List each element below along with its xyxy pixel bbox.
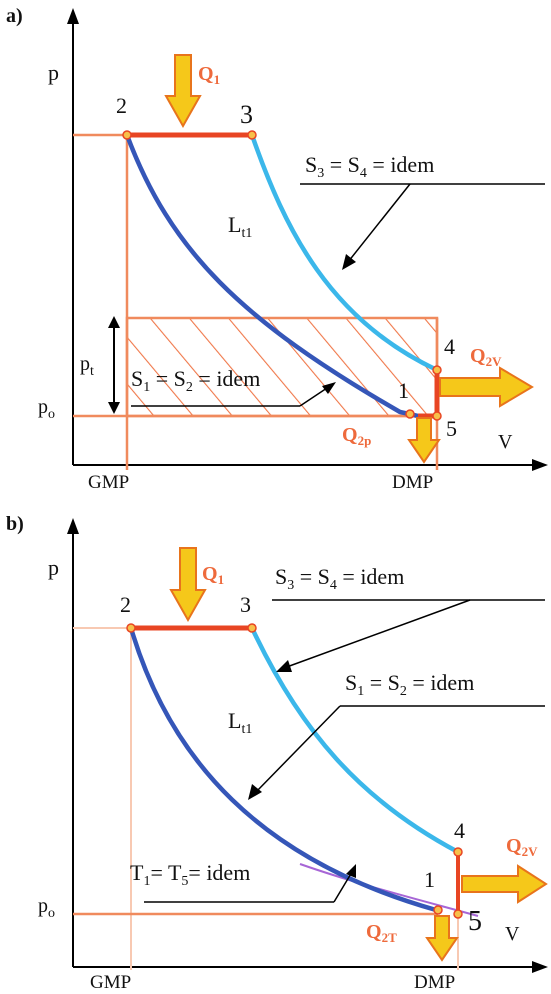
t15-pointer-arrow-icon [346,864,356,878]
s34-pointer [347,183,411,263]
gmp-label: GMP [88,472,129,493]
q1-heat-arrow-icon [169,547,207,623]
point-2 [126,623,136,633]
point-3 [247,623,257,633]
point-1 [405,409,415,419]
q1-label: Q1 [198,63,220,87]
point-2-label: 2 [116,93,127,118]
axis-v-label: V [505,923,520,945]
s34-label: S3 = S4 = idem [305,152,434,181]
panel-b: b) p V po 2 3 4 1 5 Q1 [6,513,548,993]
s12-pointer-arrow-icon [248,784,262,800]
q2p-label: Q2p [342,424,371,448]
compression-curve-1-2 [124,134,419,419]
point-2 [122,130,132,140]
dmp-label: DMP [414,972,455,993]
q2t-label: Q2T [366,921,397,945]
s12-pointer-arrow-icon [322,382,336,394]
q2v-label: Q2V [506,835,538,859]
po-label: po [38,895,55,921]
axis-p-arrow-icon [67,518,79,534]
s34-label: S3 = S4 = idem [275,564,404,593]
q2p-heat-arrow-icon [407,417,441,464]
gmp-label: GMP [90,972,131,993]
point-3-label: 3 [240,592,251,617]
point-4-label: 4 [454,818,465,843]
work-label: Lt1 [228,708,252,737]
pt-arrow-down-icon [108,402,120,414]
q2v-heat-arrow-icon [461,864,548,904]
axis-p-label: p [48,60,59,85]
point-4-label: 4 [444,334,455,359]
point-4 [432,365,442,375]
s34-pointer-arrow-icon [276,660,292,672]
q1-label: Q1 [202,563,224,587]
axis-v-arrow-icon [532,961,548,973]
axis-v-arrow-icon [532,459,548,471]
q2v-heat-arrow-icon [439,366,534,408]
axis-p-arrow-icon [67,8,79,24]
panel-a: a) p V pt po 2 3 4 1 [6,5,548,493]
point-4 [453,847,463,857]
work-label: Lt1 [228,212,252,241]
panel-a-tag: a) [6,5,23,27]
point-5-label: 5 [468,906,482,937]
s34-pointer-arrow-icon [342,254,356,270]
q2v-label: Q2V [470,345,502,369]
point-5-label: 5 [446,416,457,441]
po-label: po [38,396,55,422]
panel-b-tag: b) [6,513,24,535]
s34-pointer [283,599,471,669]
compression-curve-1-2 [128,627,437,913]
t15-pointer [333,871,353,903]
pt-label: pt [80,353,94,379]
point-3 [247,130,257,140]
point-5 [432,411,442,421]
axis-p-label: p [48,555,59,580]
expansion-curve-3-4 [249,134,438,373]
point-5 [453,909,463,919]
point-3-label: 3 [240,100,253,129]
s12-pointer [255,705,341,793]
isotherm-curve-1-5 [299,863,479,917]
s12-label: S1 = S2 = idem [131,366,260,395]
s12-label: S1 = S2 = idem [345,670,474,699]
expansion-curve-3-4 [249,627,460,854]
pt-arrow-up-icon [108,316,120,328]
point-1 [433,905,443,915]
point-2-label: 2 [120,592,131,617]
q2t-heat-arrow-icon [425,915,459,962]
axis-v-label: V [498,431,513,453]
t15-label: T1= T5= idem [130,860,250,889]
point-1-label: 1 [398,378,409,403]
q1-heat-arrow-icon [164,54,202,129]
point-1-label: 1 [424,867,435,892]
dmp-label: DMP [392,472,433,493]
